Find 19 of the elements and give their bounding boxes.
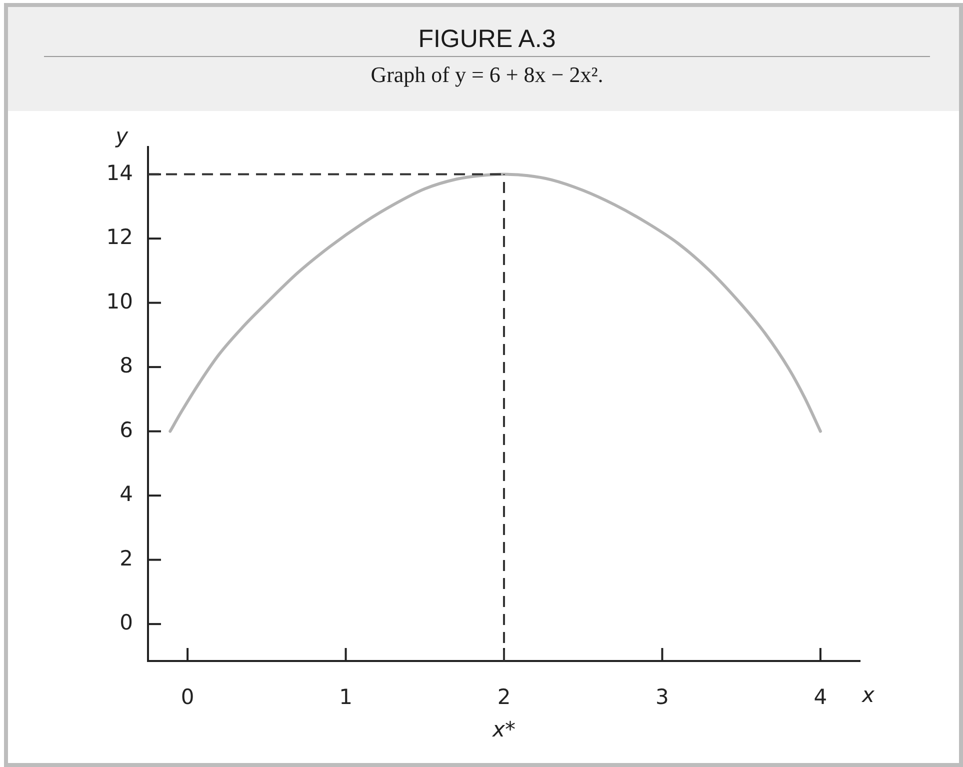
y-tick-label: 10 — [106, 289, 133, 314]
y-tick-label: 8 — [120, 354, 133, 378]
chart-subtitle: Graph of y = 6 + 8x − 2x². — [370, 62, 604, 87]
x-tick-label: 2 — [497, 685, 511, 710]
y-tick-label: 6 — [120, 418, 133, 442]
ref-line-label: x* — [492, 717, 516, 742]
y-tick-label: 4 — [120, 482, 133, 506]
line-series — [168, 172, 822, 433]
x-tick-label: 0 — [180, 685, 194, 710]
x-tick-label: 4 — [814, 685, 828, 710]
y-tick-label: 2 — [120, 546, 133, 570]
y-tick-label: 12 — [106, 225, 133, 250]
chart-title: FIGURE A.3 — [44, 24, 930, 57]
x-tick-label: 3 — [656, 685, 669, 710]
x-axis-title: x — [861, 682, 875, 707]
x-tick-label: 1 — [339, 685, 352, 710]
y-axis-title: y — [114, 124, 129, 148]
y-tick-label: 14 — [106, 160, 133, 185]
y-tick-label: 0 — [120, 610, 133, 635]
